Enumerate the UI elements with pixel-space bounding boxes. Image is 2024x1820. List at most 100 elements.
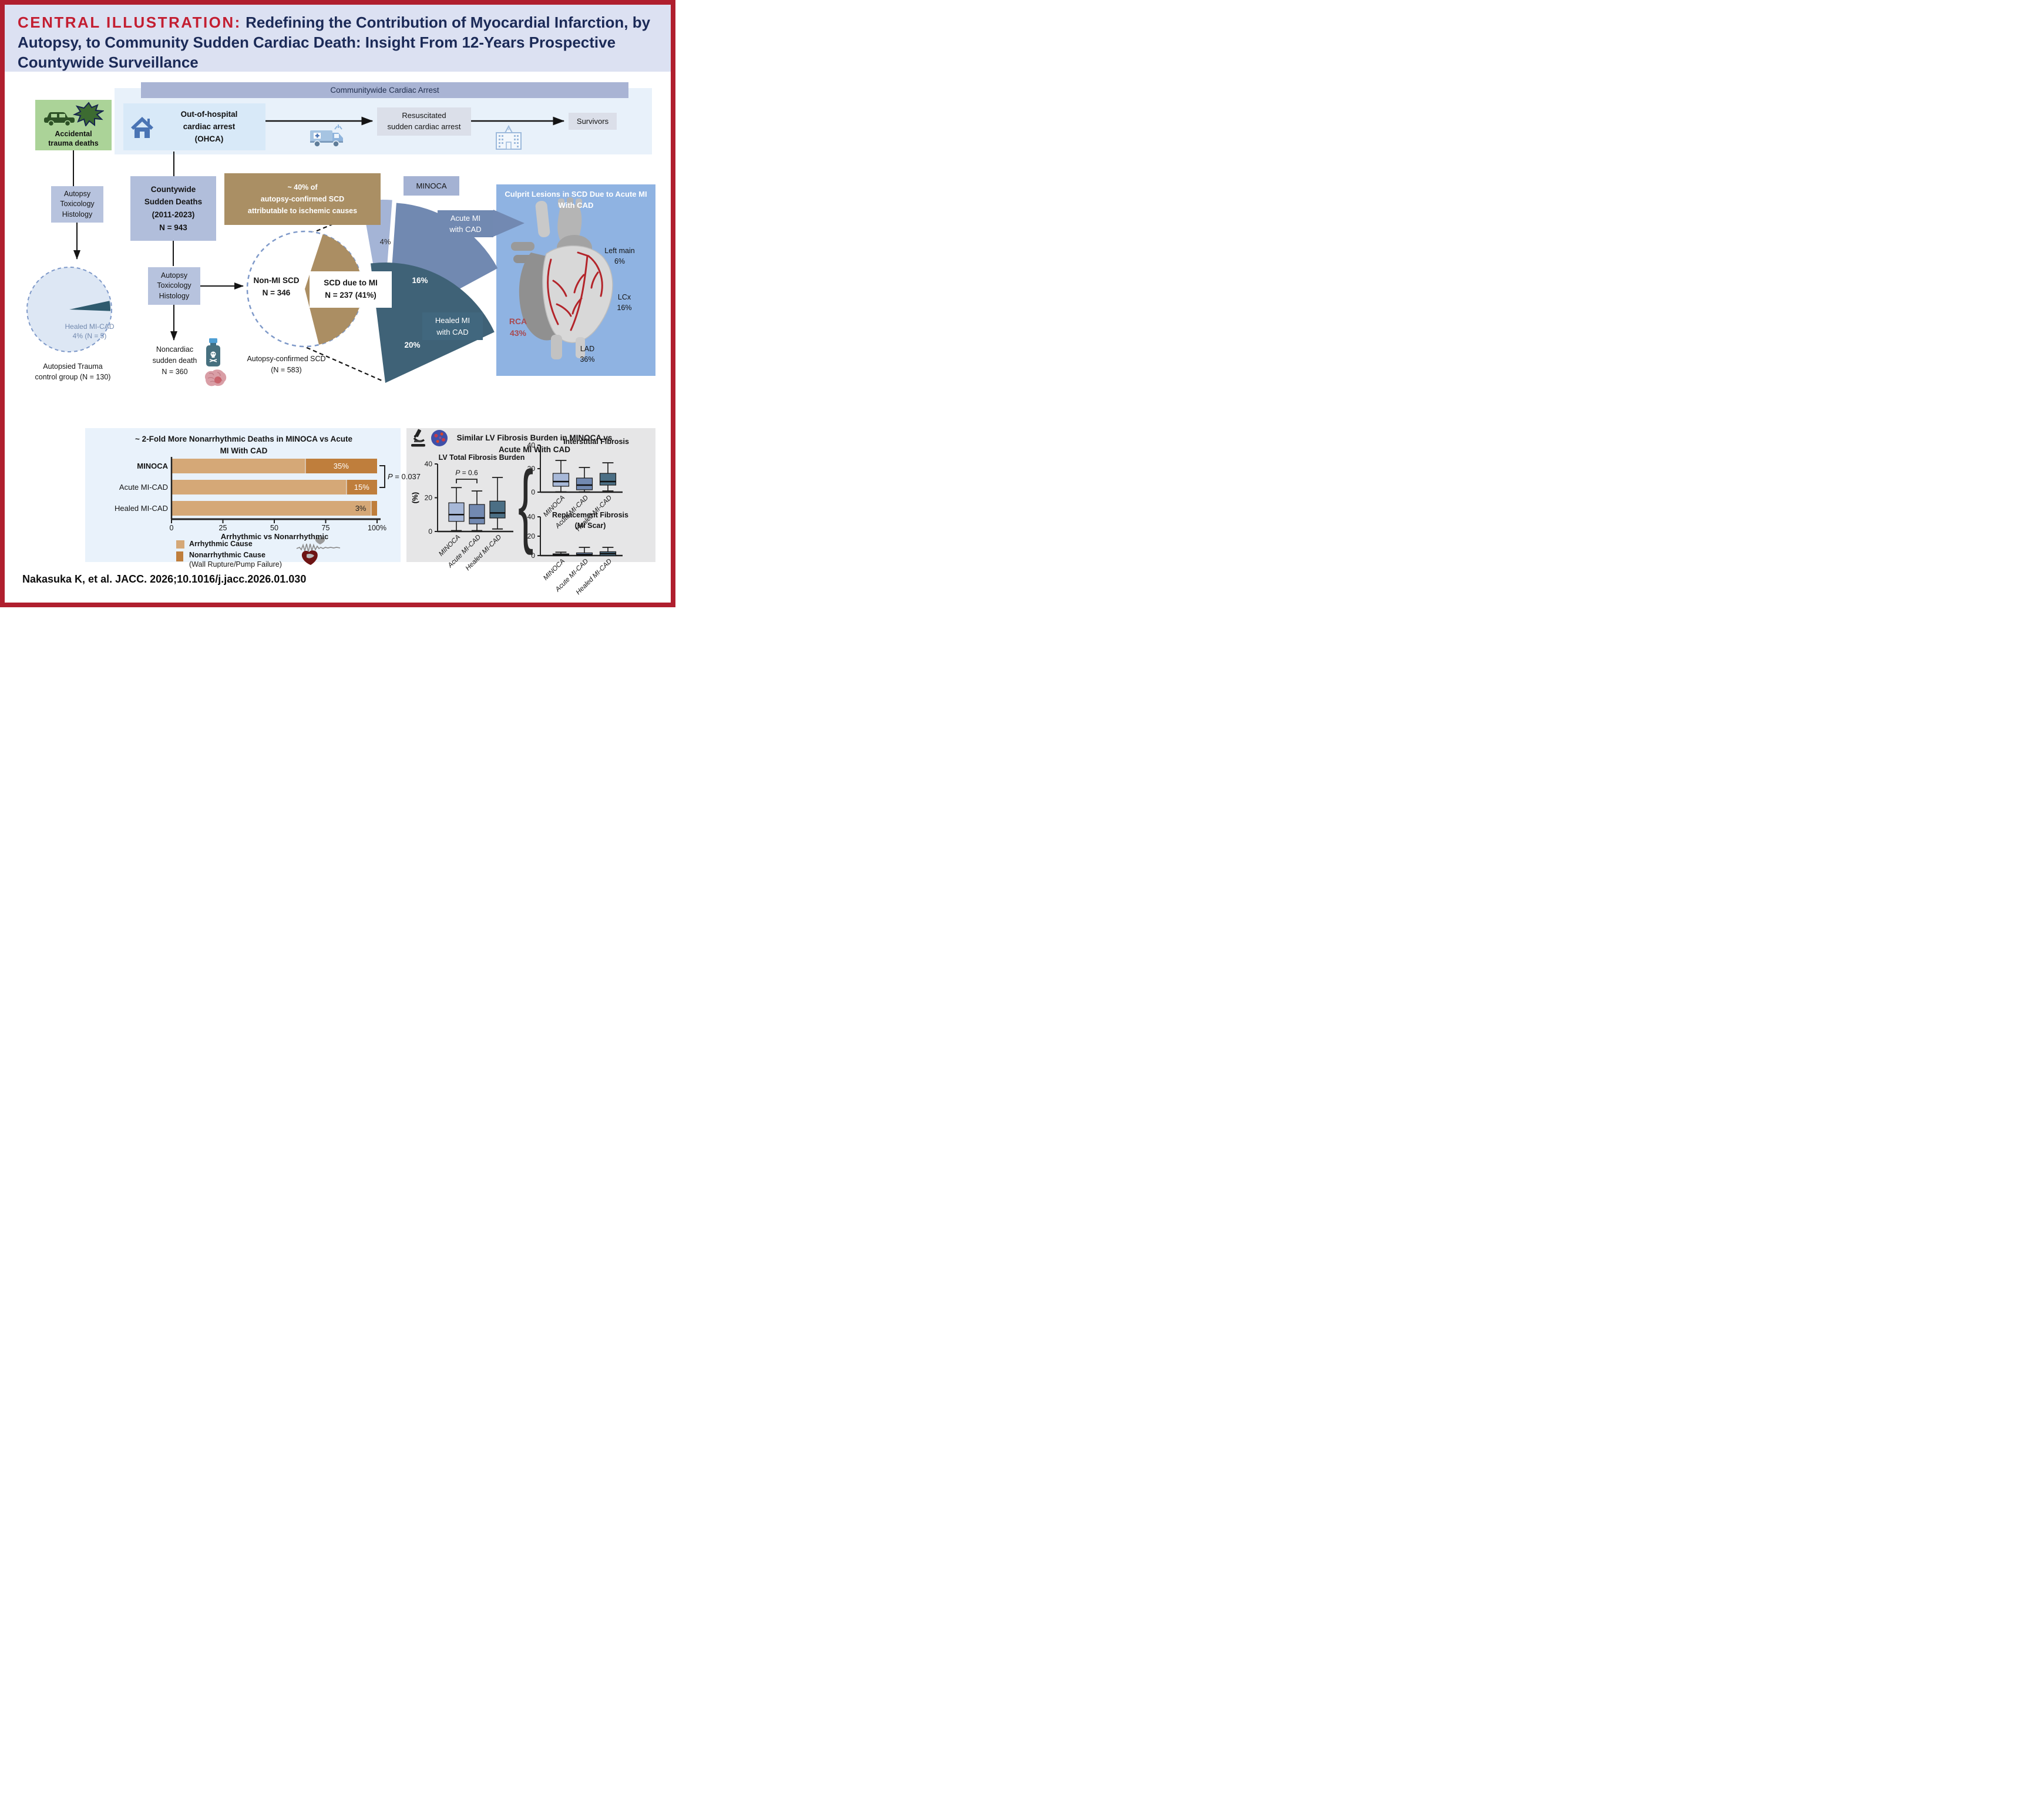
autopsy-mid-line1: Autopsy [160,271,188,280]
communitywide-header-label: Communitywide Cardiac Arrest [330,86,439,95]
lad-pct: 36% [580,355,595,364]
svg-text:MINOCA: MINOCA [542,557,566,581]
accidental-line2: trauma deaths [48,139,99,148]
figure-title: CENTRAL ILLUSTRATION: Redefining the Con… [18,13,652,72]
nonarrhythmic-swatch [176,551,183,561]
svg-text:P = 0.037: P = 0.037 [388,472,421,481]
countywide-line4: N = 943 [159,223,187,232]
svg-text:0: 0 [531,488,535,496]
autopsy-mid-line3: Histology [159,291,190,300]
ischemic-causes-note: ~ 40% of autopsy-confirmed SCD attributa… [224,173,381,225]
fan-healed-pct: 20% [404,341,421,349]
noncardiac-line1: Noncardiac [156,345,194,354]
svg-text:50: 50 [270,524,278,532]
countywide-line2: Sudden Deaths [144,197,203,207]
coronary-arteries [547,251,603,331]
rca-pct: 43% [509,328,527,338]
bar-chart-title: ~ 2-Fold More Nonarrhythmic Deaths in MI… [135,435,352,456]
svg-text:20: 20 [527,532,536,540]
trauma-pie-label-line2: 4% (N = 5) [72,332,107,341]
brown-note-line1: ~ 40% of [287,183,318,191]
fan-minoca-pct: 4% [379,237,391,246]
autopsy-confirmed-line1: Autopsy-confirmed SCD [247,355,326,363]
rca-name: RCA [509,317,527,326]
microscope-icon [411,429,425,447]
acute-mi-cad-box: Acute MI with CAD [438,210,493,237]
fibrosis-panel-title: Similar LV Fibrosis Burden in MINOCA vs … [456,433,613,455]
brown-note-line2: autopsy-confirmed SCD [260,195,345,203]
nonarrhythmic-legend-label: Nonarrhythmic Cause (Wall Rupture/Pump F… [189,550,282,570]
acute-label-line1: Acute MI [450,213,481,223]
svg-text:75: 75 [322,524,330,532]
trauma-pie-label-line1: Healed MI-CAD [65,322,115,331]
trauma-caption: Autopsied Trauma control group (N = 130) [16,361,129,382]
countywide-sudden-deaths-box: Countywide Sudden Deaths (2011-2023) N =… [130,176,216,241]
brown-note-line3: attributable to ischemic causes [247,207,358,215]
svg-text:0: 0 [428,527,432,536]
svg-text:Healed MI-CAD: Healed MI-CAD [465,534,503,572]
svg-text:Acute MI-CAD: Acute MI-CAD [119,483,168,492]
svg-text:25: 25 [219,524,227,532]
svg-text:3%: 3% [355,504,367,513]
resuscitated-line1: Resuscitated [402,111,446,120]
autopsy-box-mid: Autopsy Toxicology Histology [148,267,200,305]
autopsy-left-line1: Autopsy [63,189,91,198]
trauma-caption-line1: Autopsied Trauma [43,362,103,371]
heart-rupture-icon [301,550,318,565]
svg-text:100%: 100% [368,524,386,532]
accidental-line1: Accidental [55,130,92,138]
survivors-box: Survivors [569,113,617,130]
resuscitated-box: Resuscitated sudden cardiac arrest [377,107,471,136]
lv-total-title: LV Total Fibrosis Burden [438,453,525,462]
fibrosis-panel [406,428,655,562]
autopsy-confirmed-caption: Autopsy-confirmed SCD (N = 583) [235,354,338,376]
bar-chart-xlabel: Arrhythmic vs Nonarrhythmic [220,532,329,541]
autopsy-confirmed-line2: (N = 583) [271,365,302,374]
svg-text:40: 40 [527,513,536,521]
title-main: Redefining the Contribution of Myocardia… [18,14,651,71]
trauma-pie-label: Healed MI-CAD 4% (N = 5) [53,322,126,341]
minoca-label-box: MINOCA [404,176,459,196]
autopsy-left-line2: Toxicology [60,200,95,208]
rca-label: RCA 43% [489,315,547,339]
interstitial-title: Interstitial Fibrosis [563,438,629,446]
svg-text:35%: 35% [334,462,349,470]
resuscitated-line2: sudden cardiac arrest [387,122,461,131]
autopsy-mid-line2: Toxicology [157,281,191,290]
svg-text:*: * [507,127,510,133]
brace-glyph: { [518,452,534,556]
central-illustration-figure: CENTRAL ILLUSTRATION: Redefining the Con… [0,0,675,607]
svg-text:Healed MI-CAD: Healed MI-CAD [115,504,168,513]
svg-text:20: 20 [527,465,536,473]
culprit-panel-title: Culprit Lesions in SCD Due to Acute MI W… [505,190,647,210]
arrhythmic-swatch [176,540,184,549]
nonarrhythmic-legend-line1: Nonarrhythmic Cause [189,551,265,559]
trauma-caption-line2: control group (N = 130) [35,373,111,382]
noncardiac-line3: N = 360 [162,367,188,376]
left-main-label: Left main 6% [587,245,652,267]
nonarrhythmic-bar-chart: MINOCA 35% Acute MI-CAD 15% Healed MI-CAD 3% 0… [115,457,421,532]
ohca-box: Out-of-hospital cardiac arrest (OHCA) [123,103,265,150]
car-crash-icon [44,102,105,127]
left-main-name: Left main [604,247,635,255]
ohca-line1: Out-of-hospital [180,110,238,119]
ecg-arrhythmia-icon [296,537,341,553]
svg-text:15%: 15% [354,483,369,492]
non-mi-line2: N = 346 [262,288,291,297]
house-icon [131,117,153,138]
acute-label-line2: with CAD [449,225,482,234]
svg-text:(%): (%) [411,492,419,503]
svg-text:20: 20 [425,494,433,502]
svg-text:0: 0 [531,551,535,560]
histology-slide-icon [431,430,448,446]
fan-acute-pct: 16% [412,276,428,285]
minoca-label: MINOCA [416,181,447,190]
poison-bottle-icon [206,338,220,366]
lcx-name: LCx [617,293,631,301]
vector-overlay: MINOCA 35% Acute MI-CAD 15% Healed MI-CAD 3% 0… [26,116,623,596]
ohca-line3: (OHCA) [194,134,224,143]
trauma-control-pie [26,267,112,352]
countywide-line1: Countywide [150,184,196,194]
title-label: CENTRAL ILLUSTRATION: [18,14,241,31]
healed-mi-cad-box: Healed MI with CAD [422,312,483,340]
